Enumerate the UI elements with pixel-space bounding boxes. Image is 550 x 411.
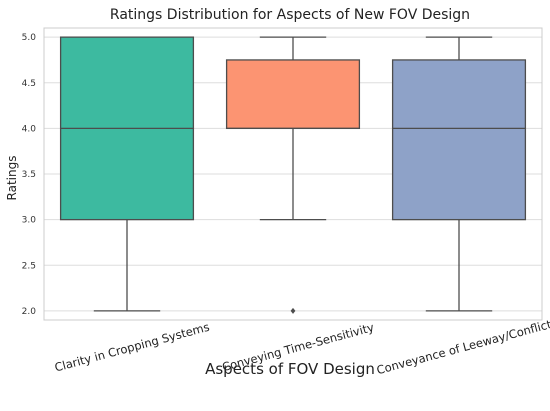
- outlier-point: [290, 307, 296, 314]
- plot-frame: [43, 27, 543, 321]
- y-tick-label: 4.0: [22, 124, 37, 134]
- x-axis-label: Aspects of FOV Design: [205, 360, 375, 378]
- y-tick-label: 4.5: [22, 79, 36, 89]
- plot-area: 2.0 2.5 3.0 3.5 4.0 4.5 5.0 Clarity in Cropping…: [22, 27, 550, 377]
- box: [225, 59, 361, 130]
- x-tick-label: Clarity in Cropping Systems: [53, 320, 211, 375]
- y-axis-label: Ratings: [5, 156, 19, 201]
- y-tick-label: 5.0: [22, 33, 37, 43]
- y-tick-label: 2.5: [22, 261, 36, 271]
- y-tick-label: 3.5: [22, 170, 36, 180]
- y-tick-label: 2.0: [22, 307, 37, 317]
- x-tick-label: Conveyance of Leeway/Conflict: [375, 317, 550, 377]
- y-tick-label: 3.0: [22, 216, 37, 226]
- chart-title: Ratings Distribution for Aspects of New …: [110, 7, 470, 23]
- box: [391, 59, 527, 221]
